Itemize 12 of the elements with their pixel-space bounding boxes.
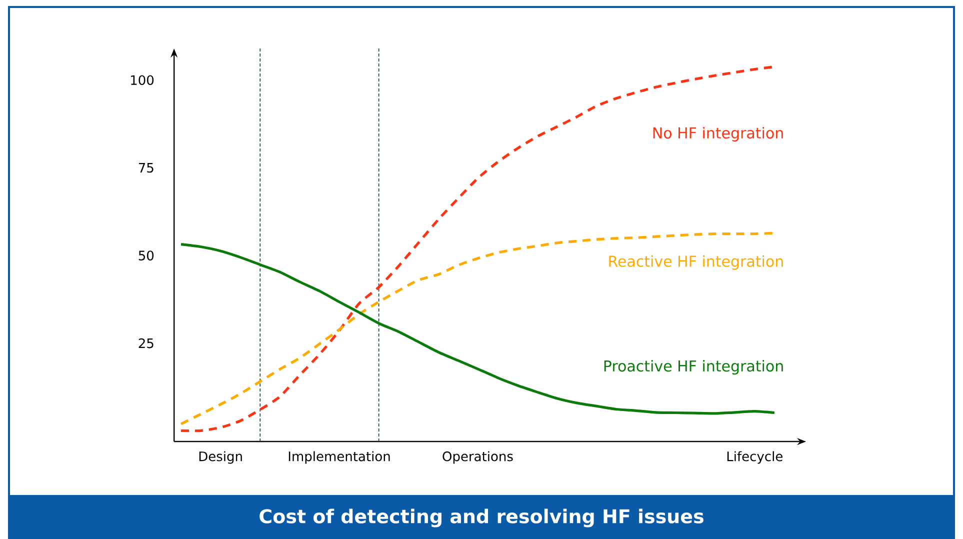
series-label: Reactive HF integration xyxy=(609,255,783,270)
x-tick-label: Operations xyxy=(442,451,513,464)
x-tick-label: Design xyxy=(199,451,242,464)
text: No HF integration xyxy=(653,126,783,142)
text: Cost of detecting and resolving HF issues xyxy=(260,508,704,528)
y-tick-label: 75 xyxy=(138,163,154,173)
y-tick-label: 50 xyxy=(138,250,154,260)
y-tick-label: 100 xyxy=(131,75,154,86)
x-tick-label: Implementation xyxy=(288,451,390,464)
y-tick-label: 25 xyxy=(138,338,154,348)
text: Proactive HF integration xyxy=(604,360,783,375)
x-tick-label: Lifecycle xyxy=(727,451,782,464)
